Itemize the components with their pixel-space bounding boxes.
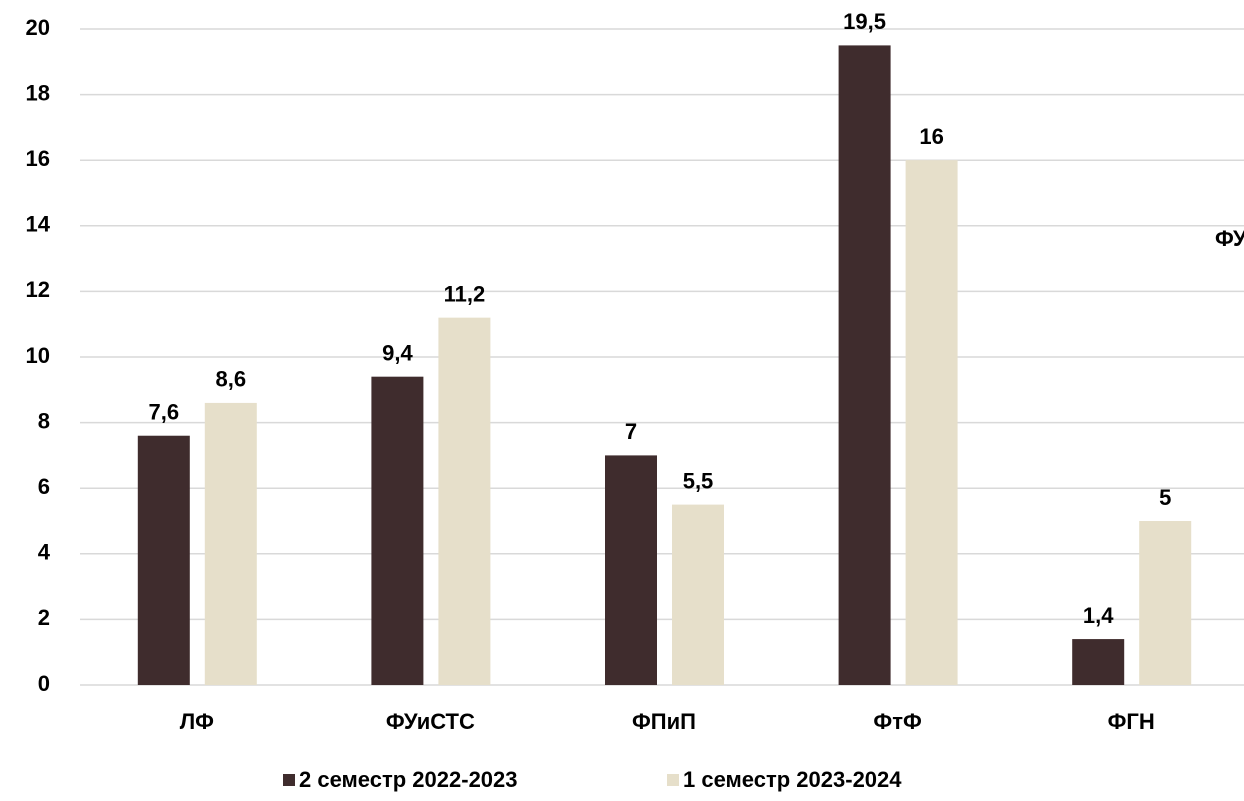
annotation: ФУ — [1215, 226, 1244, 251]
bar — [672, 504, 724, 685]
y-tick-label: 14 — [26, 212, 51, 237]
bar — [838, 45, 891, 685]
bar — [137, 435, 190, 685]
y-tick-label: 4 — [38, 540, 51, 565]
legend-label: 1 семестр 2023-2024 — [683, 767, 902, 792]
y-tick-label: 12 — [26, 277, 50, 302]
y-tick-label: 0 — [38, 671, 50, 696]
x-tick-label: ФУиСТС — [386, 709, 475, 734]
x-tick-label: ФПиП — [632, 709, 696, 734]
value-label: 5,5 — [683, 468, 714, 493]
y-tick-label: 10 — [26, 343, 50, 368]
value-label: 16 — [919, 124, 943, 149]
value-label: 1,4 — [1083, 603, 1114, 628]
bar — [438, 317, 491, 685]
y-tick-label: 8 — [38, 408, 50, 433]
value-label: 9,4 — [382, 340, 413, 365]
bar — [204, 402, 257, 685]
bar — [1072, 639, 1125, 685]
bar — [371, 376, 424, 685]
x-tick-label: ЛФ — [180, 709, 214, 734]
bar — [605, 455, 657, 685]
legend-swatch — [667, 774, 679, 786]
bar — [1139, 521, 1192, 685]
legend-label: 2 семестр 2022-2023 — [299, 767, 518, 792]
x-tick-label: ФГН — [1108, 709, 1155, 734]
y-tick-label: 6 — [38, 474, 50, 499]
bar — [905, 160, 958, 685]
x-tick-label: ФтФ — [873, 709, 922, 734]
legend-swatch — [283, 774, 295, 786]
y-tick-label: 16 — [26, 146, 50, 171]
value-label: 8,6 — [216, 367, 247, 392]
y-tick-label: 2 — [38, 605, 50, 630]
value-label: 7,6 — [149, 400, 180, 425]
y-tick-label: 18 — [26, 80, 50, 105]
value-label: 7 — [625, 419, 637, 444]
value-label: 11,2 — [444, 281, 486, 306]
value-label: 5 — [1159, 485, 1171, 510]
y-tick-label: 20 — [26, 15, 50, 40]
value-label: 19,5 — [843, 9, 886, 34]
